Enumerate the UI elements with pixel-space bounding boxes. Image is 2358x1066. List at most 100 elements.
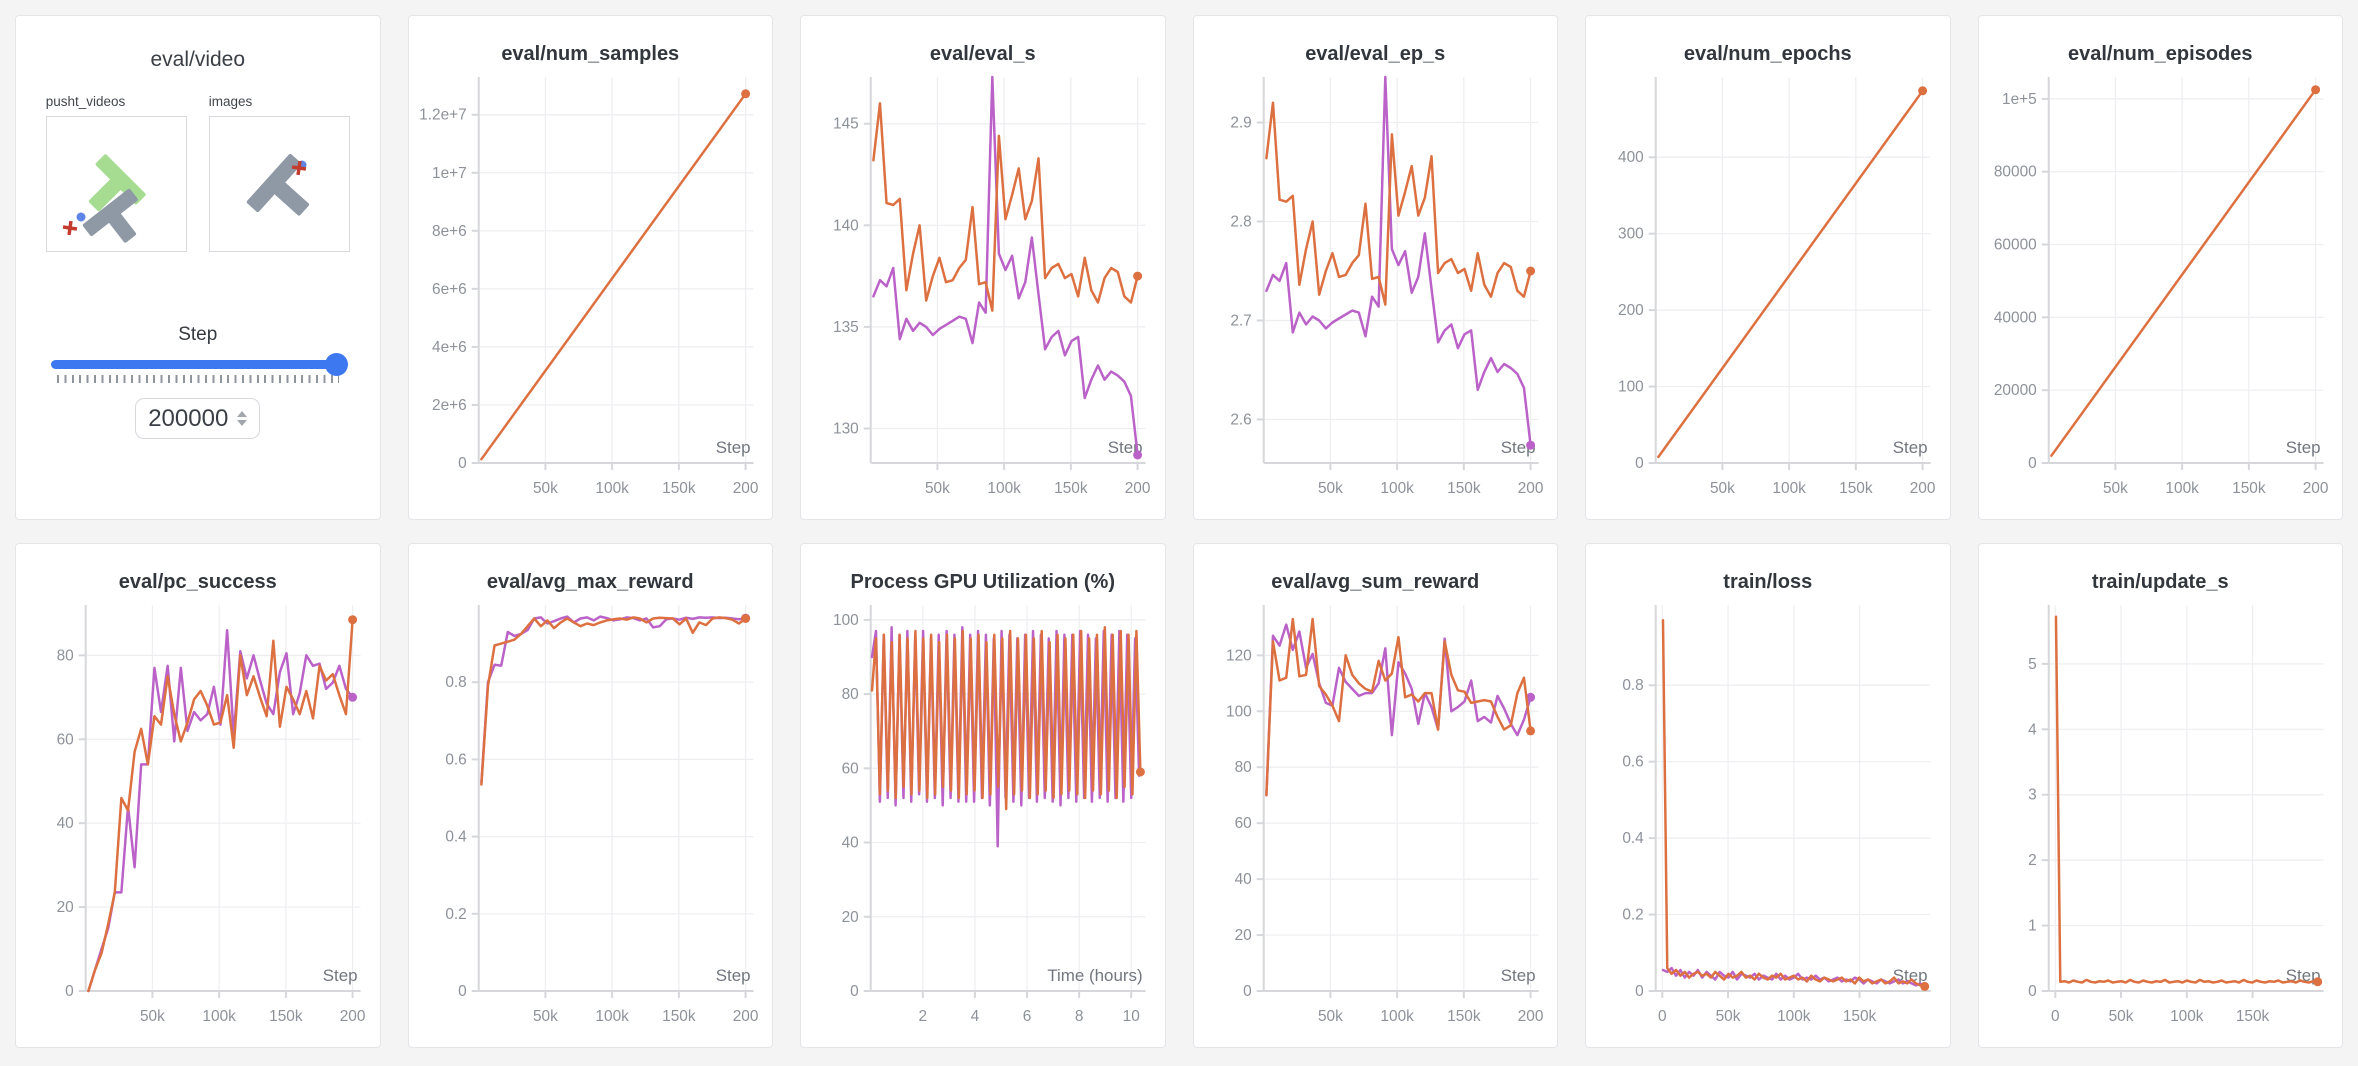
svg-text:Step: Step	[1893, 966, 1928, 985]
chart-title: train/loss	[1723, 571, 1813, 593]
svg-text:0: 0	[1635, 455, 1644, 472]
svg-text:0: 0	[850, 983, 859, 1000]
panel-train-loss[interactable]: train/loss 0 50k 100k 150k 0 0.2 0.4 0.6 0.8 Step	[1585, 543, 1951, 1048]
stepper-arrows-icon[interactable]	[237, 411, 248, 426]
svg-text:50k: 50k	[2102, 480, 2127, 497]
chevron-down-icon[interactable]	[237, 420, 248, 426]
svg-text:150k: 150k	[2232, 480, 2266, 497]
svg-text:0: 0	[458, 983, 467, 1000]
svg-text:150k: 150k	[2235, 1008, 2269, 1025]
svg-text:50k: 50k	[532, 480, 557, 497]
svg-text:0.8: 0.8	[445, 674, 466, 691]
svg-text:20: 20	[57, 899, 74, 916]
step-slider[interactable]	[50, 353, 348, 383]
slider-handle[interactable]	[324, 353, 348, 376]
svg-text:8: 8	[1075, 1008, 1084, 1025]
svg-text:150k: 150k	[662, 1008, 696, 1025]
panel-eval-num-epochs[interactable]: eval/num_epochs 50k 100k 150k 200 0 100 200 300…	[1585, 15, 1951, 520]
svg-text:100k: 100k	[1380, 480, 1414, 497]
svg-text:400: 400	[1618, 149, 1644, 166]
line-chart: 50k 100k 150k 200 0 2e+6 4e+6 6e+6 8e+6 1e+7 1.2e+…	[409, 71, 773, 516]
panel-eval-avg-max-reward[interactable]: eval/avg_max_reward 50k 100k 150k 200 0 0.2 0.…	[407, 543, 773, 1048]
svg-text:300: 300	[1618, 226, 1644, 243]
svg-text:150k: 150k	[1054, 480, 1088, 497]
svg-text:Step: Step	[1108, 438, 1143, 457]
panel-eval-num-episodes[interactable]: eval/num_episodes 50k 100k 150k 200 0 20000 40…	[1977, 15, 2343, 520]
line-chart: 50k 100k 150k 200 0 20 40 60 80 100 120 Step	[1194, 599, 1558, 1044]
svg-text:130: 130	[833, 420, 859, 437]
svg-text:200: 200	[1618, 302, 1644, 319]
svg-text:145: 145	[833, 116, 859, 133]
svg-text:2.6: 2.6	[1230, 411, 1251, 428]
thumb-label-images: images	[208, 94, 253, 109]
step-input[interactable]: 200000	[135, 398, 261, 439]
chart-title: eval/eval_s	[929, 43, 1036, 65]
panel-eval-video[interactable]: eval/video pusht_videos	[15, 15, 381, 520]
panel-eval-num-samples[interactable]: eval/num_samples 50k 100k 150k 200 0 2e+6 4e+6…	[407, 15, 773, 520]
panel-eval-eval-ep-s[interactable]: eval/eval_ep_s 50k 100k 150k 200 2.6 2.7 2.8 2.…	[1192, 15, 1558, 520]
gray-t-shape	[246, 153, 309, 216]
svg-text:100k: 100k	[2170, 1008, 2204, 1025]
chart-title: eval/avg_sum_reward	[1271, 571, 1480, 593]
svg-text:10: 10	[1123, 1008, 1140, 1025]
target-cross	[62, 220, 77, 236]
panel-eval-pc-success[interactable]: eval/pc_success 50k 100k 150k 200 0 20 40 60 80 S…	[15, 543, 381, 1048]
svg-text:1.2e+7: 1.2e+7	[419, 107, 467, 124]
chevron-up-icon[interactable]	[237, 411, 248, 417]
panel-eval-avg-sum-reward[interactable]: eval/avg_sum_reward 50k 100k 150k 200 0 20 40 6…	[1192, 543, 1558, 1048]
line-chart: 50k 100k 150k 200 0 0.2 0.4 0.6 0.8 Step	[409, 599, 773, 1044]
svg-text:Step: Step	[715, 966, 750, 985]
panel-eval-eval-s[interactable]: eval/eval_s 50k 100k 150k 200 130 135 140 145 St…	[800, 15, 1166, 520]
svg-text:150k: 150k	[269, 1008, 303, 1025]
images-thumbnail[interactable]	[208, 116, 350, 252]
svg-text:150k: 150k	[1839, 480, 1873, 497]
svg-text:40: 40	[842, 835, 859, 852]
svg-text:20: 20	[1234, 927, 1251, 944]
svg-text:200: 200	[1125, 480, 1151, 497]
step-input-value[interactable]: 200000	[148, 404, 229, 432]
svg-text:40000: 40000	[1993, 309, 2036, 326]
svg-text:200: 200	[340, 1008, 366, 1025]
agent-dot	[76, 212, 86, 222]
svg-text:100k: 100k	[2165, 480, 2199, 497]
svg-text:100k: 100k	[987, 480, 1021, 497]
svg-text:0.4: 0.4	[445, 829, 467, 846]
svg-text:80000: 80000	[1993, 164, 2036, 181]
chart-title: eval/num_epochs	[1683, 43, 1852, 65]
svg-text:Step: Step	[2285, 438, 2320, 457]
svg-text:Step: Step	[715, 438, 750, 457]
svg-text:0: 0	[65, 983, 74, 1000]
svg-text:60: 60	[1234, 815, 1251, 832]
svg-text:120: 120	[1226, 647, 1252, 664]
panel-train-update-s[interactable]: train/update_s 0 50k 100k 150k 0 1 2 3 4 5 Step	[1977, 543, 2343, 1048]
svg-text:150k: 150k	[1447, 480, 1481, 497]
chart-title: eval/eval_ep_s	[1305, 43, 1446, 65]
pusht-video-thumbnail[interactable]	[45, 116, 187, 252]
svg-text:150k: 150k	[662, 480, 696, 497]
chart-title: Process GPU Utilization (%)	[850, 571, 1116, 593]
svg-text:50k: 50k	[140, 1008, 165, 1025]
target-cross	[291, 160, 306, 176]
media-thumbnails: pusht_videos	[16, 94, 380, 252]
svg-text:0: 0	[2028, 455, 2037, 472]
svg-text:100: 100	[1226, 703, 1252, 720]
svg-text:100k: 100k	[595, 1008, 629, 1025]
svg-text:0: 0	[2050, 1008, 2059, 1025]
slider-track[interactable]	[50, 353, 348, 376]
line-chart: 50k 100k 150k 200 130 135 140 145 Step	[801, 71, 1165, 516]
svg-text:2.9: 2.9	[1230, 115, 1251, 132]
panel-process-gpu-utilization[interactable]: Process GPU Utilization (%) 2 4 6 8 10 0 20 40 6…	[800, 543, 1166, 1048]
line-chart: 50k 100k 150k 200 0 100 200 300 400 Step	[1586, 71, 1950, 516]
chart-title: train/update_s	[2091, 571, 2229, 593]
svg-text:Step: Step	[2285, 966, 2320, 985]
svg-text:20000: 20000	[1993, 382, 2036, 399]
svg-text:50k: 50k	[925, 480, 950, 497]
svg-text:2.8: 2.8	[1230, 213, 1251, 230]
svg-text:60: 60	[842, 760, 859, 777]
svg-text:200: 200	[1910, 480, 1936, 497]
thumb-label-pusht-videos: pusht_videos	[45, 94, 126, 109]
green-t-shape	[88, 154, 146, 212]
svg-text:20: 20	[842, 909, 859, 926]
svg-text:140: 140	[833, 217, 859, 234]
